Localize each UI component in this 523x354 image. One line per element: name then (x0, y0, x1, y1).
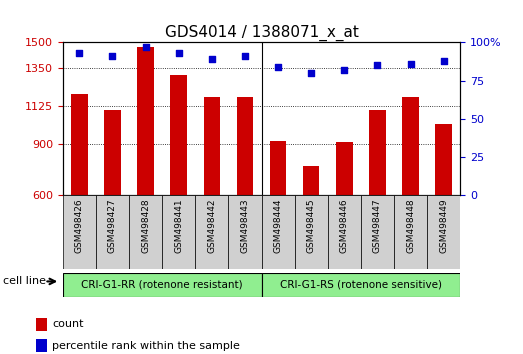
Text: GSM498428: GSM498428 (141, 199, 150, 253)
Bar (195, 195, 229, 269)
Title: GDS4014 / 1388071_x_at: GDS4014 / 1388071_x_at (165, 25, 358, 41)
Text: GSM498446: GSM498446 (340, 199, 349, 253)
Text: GSM498443: GSM498443 (241, 199, 249, 253)
Bar (129, 195, 162, 269)
Text: CRI-G1-RS (rotenone sensitive): CRI-G1-RS (rotenone sensitive) (280, 280, 442, 290)
Bar (427, 195, 460, 269)
Point (406, 61, 415, 67)
Text: GSM498444: GSM498444 (274, 199, 282, 253)
Point (439, 58, 448, 64)
Text: cell line: cell line (3, 276, 46, 286)
Point (373, 62, 382, 68)
Bar (104, 110, 121, 296)
Point (175, 50, 183, 56)
Bar (236, 97, 253, 296)
Bar (369, 110, 385, 296)
Bar (63, 195, 96, 269)
Text: GSM498449: GSM498449 (439, 199, 448, 253)
Point (75, 50, 84, 56)
Bar (270, 141, 287, 296)
Bar (336, 142, 353, 296)
Bar (71, 94, 87, 296)
Bar (96, 195, 129, 269)
Point (208, 56, 216, 62)
Text: CRI-G1-RR (rotenone resistant): CRI-G1-RR (rotenone resistant) (81, 280, 243, 290)
Text: GSM498426: GSM498426 (75, 199, 84, 253)
Bar (262, 273, 460, 297)
Bar (435, 124, 452, 296)
Bar (262, 195, 294, 269)
Text: GSM498441: GSM498441 (174, 199, 183, 253)
Bar (394, 195, 427, 269)
Point (108, 53, 117, 59)
Bar (36, 339, 48, 352)
Text: count: count (52, 319, 84, 329)
Bar (303, 166, 320, 296)
Bar (137, 47, 154, 296)
Text: percentile rank within the sample: percentile rank within the sample (52, 341, 240, 350)
Bar (36, 318, 48, 331)
Point (274, 64, 282, 70)
Bar (294, 195, 328, 269)
Point (241, 53, 249, 59)
Bar (402, 97, 419, 296)
Bar (63, 273, 262, 297)
Text: GSM498427: GSM498427 (108, 199, 117, 253)
Bar (328, 195, 361, 269)
Bar (170, 75, 187, 296)
Text: GSM498447: GSM498447 (373, 199, 382, 253)
Bar (229, 195, 262, 269)
Text: GSM498448: GSM498448 (406, 199, 415, 253)
Point (340, 67, 348, 73)
Point (141, 44, 150, 50)
Text: GSM498442: GSM498442 (207, 199, 217, 253)
Bar (162, 195, 195, 269)
Point (307, 70, 315, 76)
Bar (203, 97, 220, 296)
Bar (361, 195, 394, 269)
Text: GSM498445: GSM498445 (306, 199, 316, 253)
